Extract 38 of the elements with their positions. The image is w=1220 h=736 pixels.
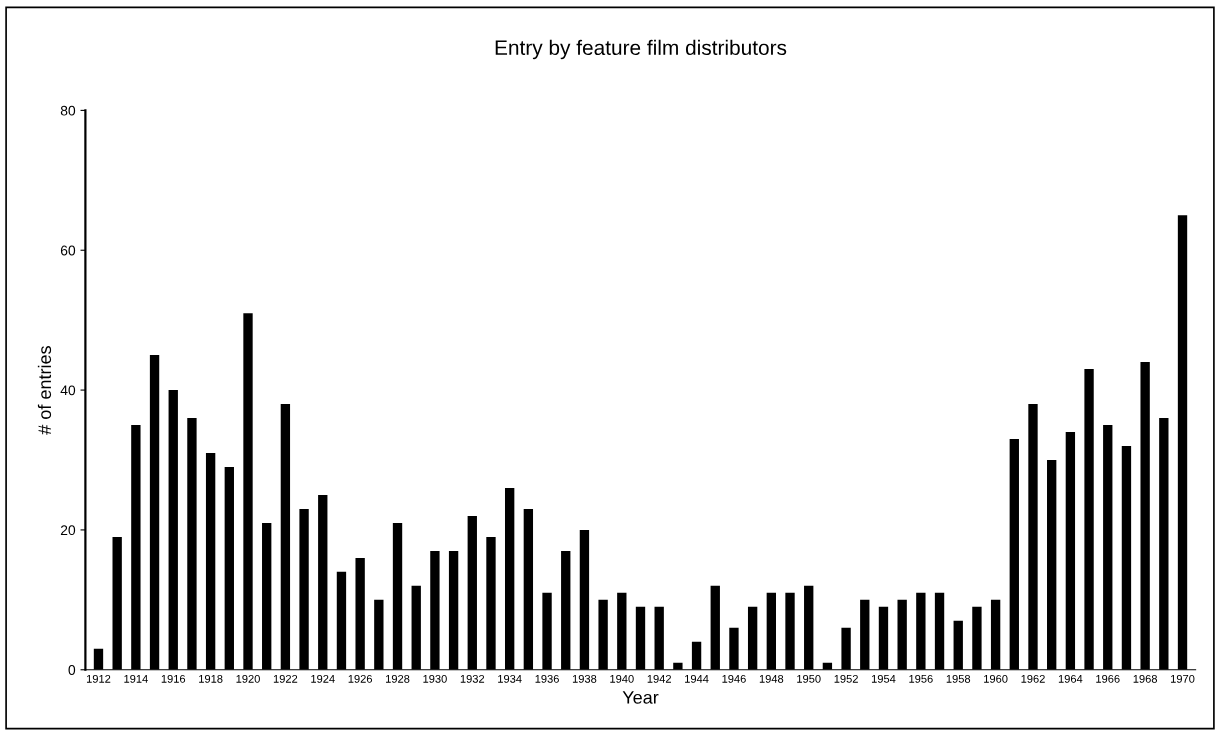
x-tick-label: 1952 [834,674,858,683]
x-axis-title: Year [622,691,659,704]
x-tick-label: 1946 [722,674,746,683]
x-tick-label: 1938 [572,674,597,683]
x-tick-label: 1964 [1058,674,1083,683]
x-tick-label: 1930 [423,674,447,683]
x-tick-label: 1968 [1133,674,1158,683]
x-tick-label: 1948 [759,674,784,683]
x-tick-label: 1940 [610,674,634,683]
x-tick-label: 1956 [909,674,933,683]
x-tick-label: 1932 [460,674,485,683]
chart-title: Entry by feature film distributors [495,39,787,60]
x-tick-label: 1962 [1021,674,1045,683]
x-tick-label: 1944 [685,674,709,683]
x-tick-label: 1966 [1096,674,1120,683]
x-tick-label: 1916 [161,674,186,683]
y-tick-label: 0 [68,665,76,675]
x-tick-label: 1914 [124,674,148,683]
x-tick-label: 1924 [311,674,335,683]
x-tick-label: 1936 [535,674,559,683]
y-tick-label: 20 [60,525,76,536]
x-tick-label: 1920 [236,674,260,683]
x-tick-label: 1954 [871,674,896,683]
y-tick-label: 60 [60,245,76,256]
x-tick-label: 1934 [498,674,522,683]
x-tick-label: 1970 [1171,674,1195,683]
x-tick-label: 1912 [86,674,111,683]
y-tick-label: 40 [60,385,76,396]
x-tick-label: 1960 [984,674,1008,683]
x-tick-label: 1918 [199,674,223,683]
y-tick-label: 80 [60,105,76,116]
x-tick-label: 1942 [647,674,671,683]
x-tick-label: 1928 [386,674,410,683]
x-tick-label: 1922 [273,674,298,683]
x-tick-label: 1950 [797,674,821,683]
x-tick-label: 1926 [348,674,373,683]
y-axis-title: # of entries [37,346,52,435]
x-tick-label: 1958 [946,674,971,683]
